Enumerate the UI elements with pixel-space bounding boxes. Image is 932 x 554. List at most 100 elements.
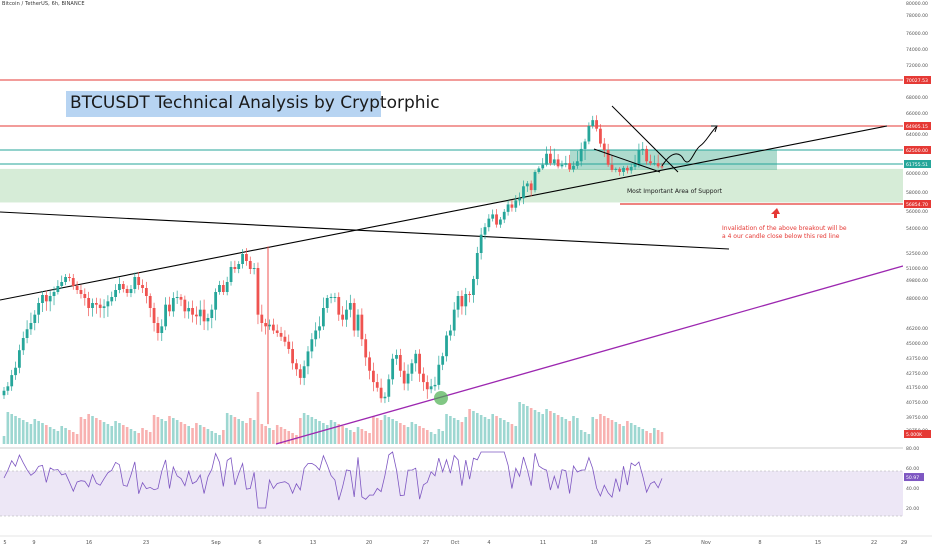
price-label: 74000.00 bbox=[906, 47, 928, 53]
candle-body bbox=[314, 330, 318, 340]
candle-body bbox=[368, 357, 371, 371]
candle-body bbox=[48, 296, 52, 302]
volume-bar bbox=[245, 423, 248, 444]
date-label: 11 bbox=[540, 540, 546, 546]
volume-bar bbox=[329, 420, 333, 444]
candle-body bbox=[125, 289, 129, 293]
candle-body bbox=[225, 282, 229, 292]
volume-bar bbox=[449, 416, 452, 444]
candle-body bbox=[114, 290, 117, 297]
candle-body bbox=[510, 204, 514, 208]
price-label: 52500.00 bbox=[906, 251, 928, 257]
candle-body bbox=[64, 277, 67, 282]
volume-bar bbox=[618, 424, 621, 444]
candle-body bbox=[102, 306, 106, 308]
volume-bar bbox=[637, 427, 641, 444]
candle-body bbox=[241, 254, 244, 264]
price-label: 45000.00 bbox=[906, 341, 928, 347]
volume-bar bbox=[595, 419, 598, 444]
volume-bar bbox=[522, 404, 525, 444]
candle-body bbox=[637, 150, 641, 165]
candle-body bbox=[398, 355, 402, 371]
candle-body bbox=[318, 326, 321, 331]
candle-body bbox=[144, 288, 148, 296]
price-label-bg bbox=[904, 160, 931, 168]
candle-body bbox=[406, 373, 410, 384]
candle-body bbox=[502, 211, 506, 220]
projection-path bbox=[661, 126, 717, 167]
rsi-pane bbox=[0, 447, 903, 517]
candle-body bbox=[583, 141, 587, 149]
price-label: 54000.00 bbox=[906, 226, 928, 232]
price-label: 51000.00 bbox=[906, 266, 928, 272]
price-label-bg bbox=[904, 430, 931, 438]
volume-bar bbox=[341, 426, 344, 444]
candle-body bbox=[437, 364, 441, 385]
descending-trendline bbox=[0, 211, 730, 250]
rsi-label: 40.00 bbox=[906, 486, 919, 492]
volume-bar bbox=[414, 424, 418, 444]
candle-body bbox=[237, 264, 241, 269]
price-label-bg bbox=[904, 76, 931, 84]
volume-bar bbox=[468, 409, 471, 444]
candle-body bbox=[41, 295, 44, 303]
candle-body bbox=[483, 227, 487, 235]
volume-bar bbox=[172, 418, 175, 444]
candle-body bbox=[33, 314, 37, 323]
support-zone bbox=[0, 168, 903, 203]
date-label: 18 bbox=[591, 540, 597, 546]
candle-body bbox=[622, 167, 625, 172]
candle-body bbox=[56, 286, 60, 292]
candle-body bbox=[52, 292, 56, 296]
candle-body bbox=[525, 183, 529, 187]
candle-body bbox=[552, 159, 556, 164]
candle-body bbox=[71, 278, 75, 286]
price-label: 78000.00 bbox=[906, 13, 928, 19]
volume-bar bbox=[248, 418, 252, 444]
candle-body bbox=[487, 218, 491, 228]
candle-body bbox=[6, 386, 10, 391]
volume-bar bbox=[156, 417, 160, 444]
volume-bar bbox=[33, 419, 37, 444]
rsi-line bbox=[3, 451, 663, 509]
projection-arrowhead bbox=[711, 125, 718, 133]
volume-bar bbox=[399, 423, 402, 444]
date-label: 16 bbox=[86, 540, 92, 546]
volume-bar bbox=[568, 421, 571, 444]
volume-bar bbox=[121, 425, 125, 444]
price-label-bg bbox=[904, 200, 931, 208]
candle-body bbox=[587, 126, 591, 142]
volume-bar bbox=[387, 417, 391, 444]
candle-body bbox=[475, 253, 479, 279]
candle-body bbox=[75, 286, 79, 290]
candle-body bbox=[506, 204, 510, 212]
volume-bar bbox=[152, 415, 156, 444]
candle-body bbox=[21, 338, 25, 351]
volume-bar bbox=[302, 413, 306, 444]
volume-bar bbox=[295, 435, 298, 444]
candle-body bbox=[529, 183, 533, 191]
volume-bar bbox=[495, 416, 498, 444]
volume-bar bbox=[64, 428, 67, 444]
volume-bar bbox=[229, 415, 233, 444]
volume-bar bbox=[349, 430, 352, 444]
volume-bar bbox=[614, 422, 618, 444]
candle-body bbox=[545, 153, 548, 165]
volume-bar bbox=[168, 416, 171, 444]
candle-body bbox=[152, 308, 156, 323]
volume-bar bbox=[368, 433, 371, 444]
volume-bar bbox=[472, 411, 475, 444]
volume-bar bbox=[360, 429, 364, 444]
volume-bar bbox=[133, 431, 137, 444]
price-label: 76000.00 bbox=[906, 31, 928, 37]
candle-body bbox=[445, 335, 448, 357]
volume-bar bbox=[402, 425, 406, 444]
volume-bar bbox=[106, 424, 110, 444]
support-box bbox=[570, 150, 777, 170]
volume-bar bbox=[479, 415, 483, 444]
volume-bar bbox=[91, 416, 94, 444]
volume-bar bbox=[433, 434, 437, 444]
candle-body bbox=[656, 163, 660, 167]
candle-body bbox=[275, 330, 279, 333]
